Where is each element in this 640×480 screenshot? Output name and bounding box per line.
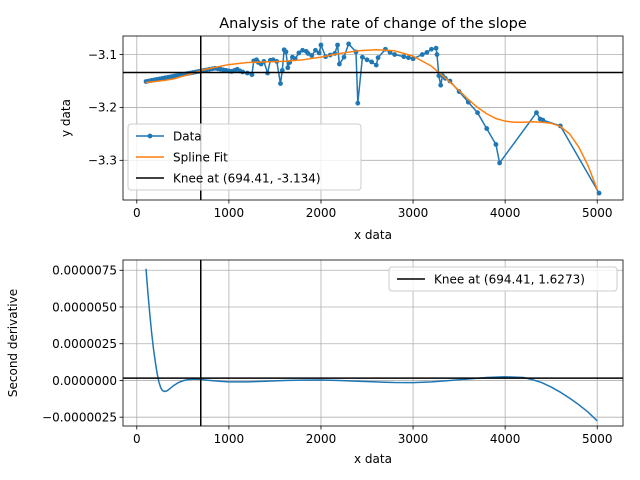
data-point <box>296 50 302 56</box>
data-point <box>401 54 407 60</box>
legend-box <box>127 123 362 191</box>
data-point <box>285 65 291 71</box>
data-point <box>318 42 324 48</box>
data-point <box>373 62 379 68</box>
x-tick-label: 4000 <box>490 432 521 446</box>
data-point <box>419 52 425 57</box>
data-point <box>249 72 255 78</box>
x-tick-label: 1000 <box>214 432 245 446</box>
x-tick-label: 3000 <box>398 206 429 220</box>
x-tick-label: 2000 <box>306 432 337 446</box>
y-tick-label: 0.0000050 <box>52 300 117 314</box>
data-point <box>279 67 285 73</box>
data-point <box>313 47 318 53</box>
data-point <box>316 50 322 56</box>
data-point <box>534 110 539 116</box>
plot-bottom: 0 1000 2000 3000 4000 5000 0.0000075 0.0000050 0… <box>6 259 624 466</box>
legend-marker <box>147 133 153 139</box>
x-tick-label: 0 <box>133 206 141 220</box>
y-tick-label: −3.2 <box>88 101 117 115</box>
legend-label: Data <box>173 129 202 143</box>
data-point <box>375 55 381 61</box>
x-tick-label: 0 <box>133 432 141 446</box>
data-point <box>369 59 375 65</box>
x-axis-label: x data <box>354 228 392 242</box>
data-point <box>424 50 430 55</box>
y-tick-label: 0.0000075 <box>52 264 117 278</box>
axes-frame <box>122 35 624 201</box>
data-point <box>406 55 411 61</box>
data-point <box>364 57 370 63</box>
data-point <box>336 61 342 67</box>
data-point <box>335 42 340 48</box>
data-point <box>497 160 503 166</box>
chart-title: Analysis of the rate of change of the sl… <box>219 16 527 32</box>
y-tick-label: 0.0000000 <box>52 374 117 388</box>
plot-area <box>123 260 623 426</box>
data-point <box>596 190 602 196</box>
x-tick-label: 5000 <box>582 432 613 446</box>
data-point <box>278 81 283 87</box>
x-tick-label: 1000 <box>214 206 245 220</box>
data-point <box>346 41 351 47</box>
y-tick-label: 0.0000025 <box>52 337 117 351</box>
data-point <box>300 47 305 53</box>
data-point <box>475 110 480 116</box>
data-point <box>438 82 444 88</box>
data-point <box>392 52 398 57</box>
data-point <box>493 142 499 147</box>
plot-area <box>123 36 623 200</box>
series-line-curve <box>145 268 598 422</box>
plot-top: 0 1000 2000 3000 4000 5000 −3.1 −3.2 −3.3 x data y… <box>59 16 624 242</box>
x-axis-label: x data <box>354 452 392 466</box>
data-point <box>305 51 311 56</box>
x-tick-label: 3000 <box>398 432 429 446</box>
series-line-spline-fit <box>145 49 598 190</box>
y-tick-label: −3.1 <box>88 48 117 62</box>
data-point <box>429 46 434 52</box>
legend: Knee at (694.41, 1.6273) <box>388 266 618 292</box>
y-tick-label: −0.0000025 <box>42 410 117 424</box>
data-point <box>540 117 546 123</box>
data-point <box>283 49 289 55</box>
y-axis-label: Second derivative <box>6 289 20 397</box>
data-point <box>434 52 440 57</box>
x-tick-label: 4000 <box>490 206 521 220</box>
axes-frame <box>122 259 624 427</box>
data-point <box>309 53 315 58</box>
data-point <box>360 54 365 60</box>
x-tick-label: 2000 <box>306 206 337 220</box>
data-point <box>433 45 439 51</box>
x-tick-label: 5000 <box>582 206 613 220</box>
legend: Data Spline Fit Knee at (694.41, -3.134) <box>127 123 362 191</box>
y-tick-label: −3.3 <box>88 154 117 168</box>
legend-label: Spline Fit <box>173 150 228 164</box>
legend-box <box>388 266 618 292</box>
legend-label: Knee at (694.41, -3.134) <box>173 171 321 185</box>
data-point <box>355 100 361 106</box>
data-point <box>484 126 490 131</box>
data-point <box>341 54 347 60</box>
y-axis-label: y data <box>59 99 73 137</box>
legend-label: Knee at (694.41, 1.6273) <box>434 272 585 286</box>
